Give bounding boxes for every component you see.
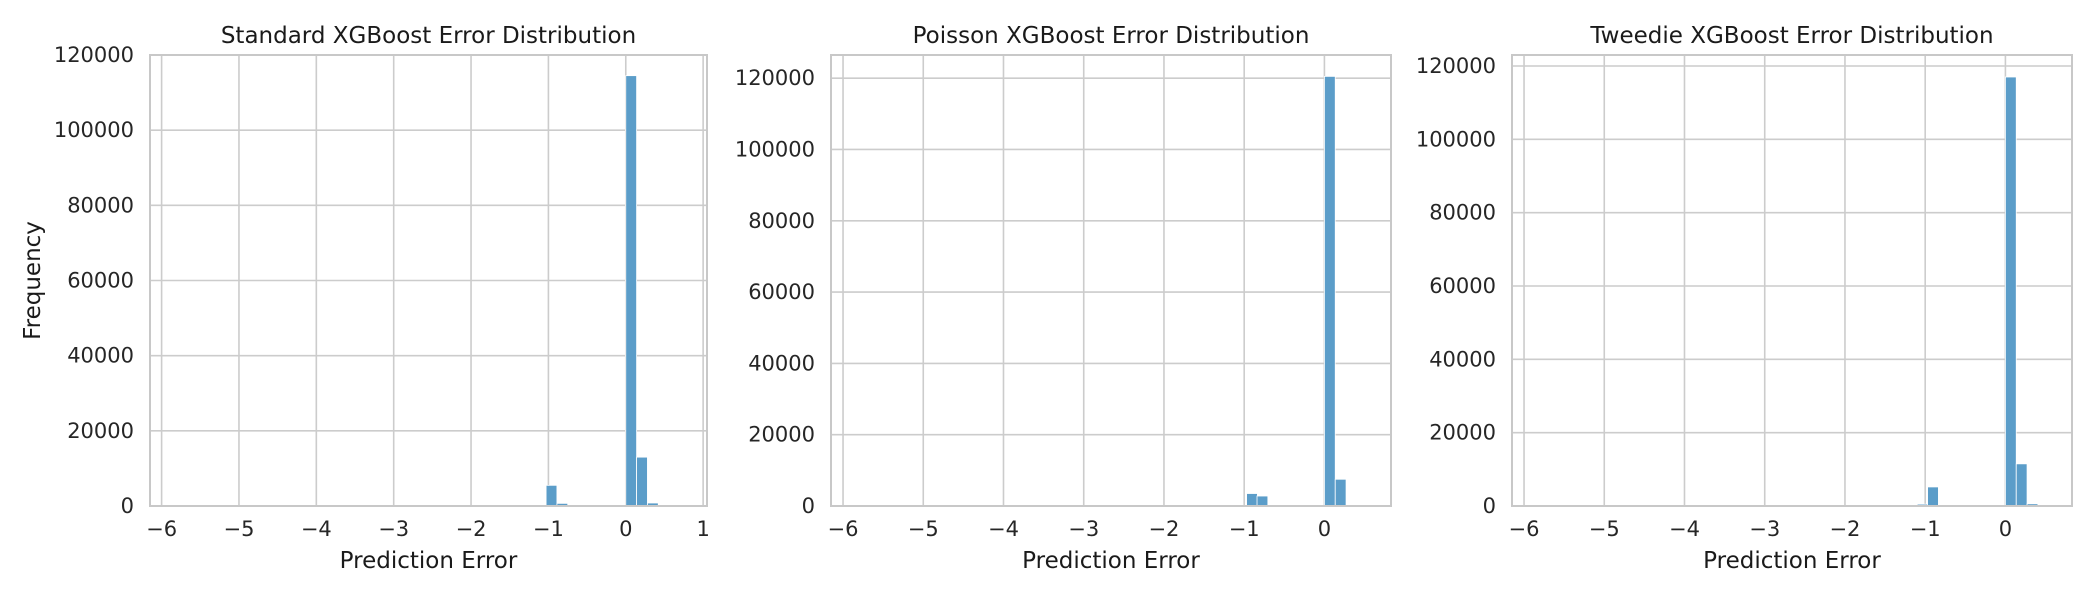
y-tick-label: 120000	[1416, 54, 1496, 78]
y-tick-label: 40000	[67, 344, 134, 368]
y-axis-label: Frequency	[20, 221, 46, 340]
x-tick-label: 1	[696, 517, 709, 541]
chart-title: Poisson XGBoost Error Distribution	[913, 23, 1310, 49]
y-tick-label: 100000	[54, 118, 134, 142]
x-tick-label: −5	[1589, 517, 1620, 541]
y-tick-label: 120000	[735, 66, 815, 90]
histogram-bar	[545, 484, 558, 507]
x-tick-label: −6	[828, 517, 859, 541]
chart-title: Tweedie XGBoost Error Distribution	[1589, 23, 1993, 49]
x-tick-label: −4	[1669, 517, 1700, 541]
y-tick-label: 60000	[748, 280, 815, 304]
plot-frame	[1511, 54, 2073, 507]
x-tick-label: −4	[988, 517, 1019, 541]
histogram-bar	[2005, 76, 2017, 507]
y-tick-label: 20000	[67, 419, 134, 443]
y-tick-label: 80000	[748, 209, 815, 233]
histogram-bar	[1324, 75, 1336, 507]
x-tick-label: −3	[1068, 517, 1099, 541]
y-tick-label: 60000	[67, 269, 134, 293]
x-tick-label: −3	[1749, 517, 1780, 541]
x-tick-label: −1	[533, 517, 564, 541]
y-tick-label: 100000	[735, 137, 815, 161]
histogram-bar	[1334, 478, 1347, 507]
y-tick-label: 40000	[748, 351, 815, 375]
y-tick-label: 0	[1483, 494, 1496, 518]
x-tick-label: 0	[619, 517, 632, 541]
y-tick-label: 80000	[67, 193, 134, 217]
y-tick-label: 120000	[54, 43, 134, 67]
y-tick-label: 60000	[1429, 274, 1496, 298]
x-tick-label: −2	[456, 517, 487, 541]
x-tick-label: 0	[1318, 517, 1331, 541]
x-tick-label: −6	[146, 517, 177, 541]
y-tick-label: 20000	[748, 423, 815, 447]
x-tick-label: 0	[1999, 517, 2012, 541]
chart-panel-2: 0 20000 40000 60000 80000 100000 120000 −6 −5 −4 −…	[735, 23, 1392, 574]
chart-panel-3: 0 20000 40000 60000 80000 100000 120000 −6 −5 −4 −…	[1416, 23, 2073, 574]
x-tick-label: −3	[378, 517, 409, 541]
histogram-bar	[1256, 495, 1269, 507]
x-tick-label: −4	[301, 517, 332, 541]
x-tick-label: −1	[1910, 517, 1941, 541]
histogram-bar	[636, 456, 648, 507]
chart-title: Standard XGBoost Error Distribution	[221, 23, 636, 49]
y-tick-label: 0	[121, 494, 134, 518]
y-tick-label: 40000	[1429, 347, 1496, 371]
x-tick-label: −5	[223, 517, 254, 541]
histogram-bar	[2015, 463, 2028, 507]
histogram-bar	[1927, 486, 1939, 507]
x-axis-label: Prediction Error	[340, 548, 518, 574]
y-tick-label: 100000	[1416, 127, 1496, 151]
plot-frame	[149, 54, 708, 507]
plot-frame	[830, 54, 1392, 507]
x-axis-label: Prediction Error	[1022, 548, 1200, 574]
y-tick-label: 80000	[1429, 201, 1496, 225]
x-tick-label: −2	[1148, 517, 1179, 541]
x-tick-label: −5	[908, 517, 939, 541]
x-tick-label: −6	[1509, 517, 1540, 541]
chart-panel-1: 0 20000 40000 60000 80000 100000 120000 −6 −5 −4 −…	[20, 23, 710, 574]
x-tick-label: −1	[1229, 517, 1260, 541]
y-tick-label: 20000	[1429, 421, 1496, 445]
x-axis-label: Prediction Error	[1703, 548, 1881, 574]
histogram-bar	[1246, 493, 1258, 507]
x-tick-label: −2	[1829, 517, 1860, 541]
y-tick-label: 0	[802, 494, 815, 518]
histogram-bar	[625, 75, 638, 507]
